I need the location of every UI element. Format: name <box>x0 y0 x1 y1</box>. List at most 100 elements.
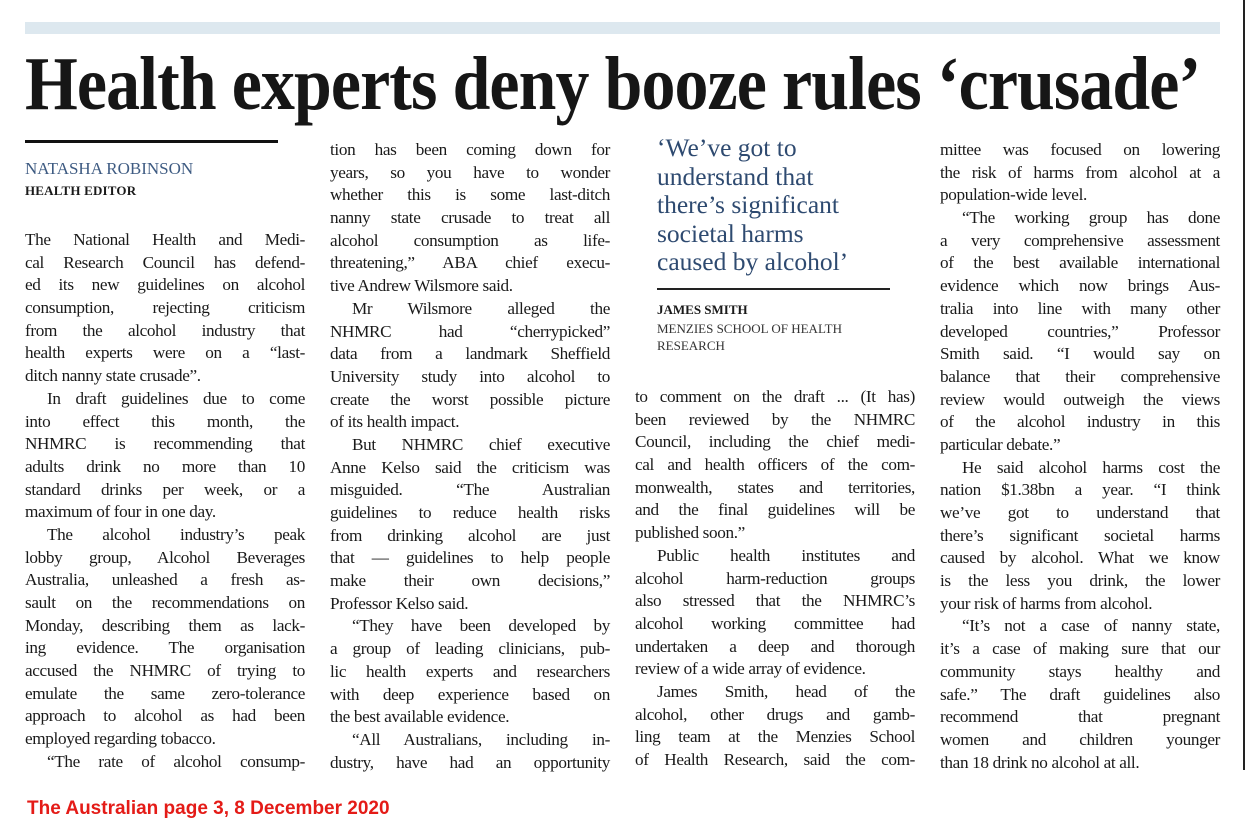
affiliation-line: RESEARCH <box>657 338 725 353</box>
text-line: years, so you have to wonder <box>330 162 610 182</box>
text-line: “The rate of alcohol consump- <box>47 751 305 771</box>
pull-quote-line: ‘We’ve got to <box>657 133 797 162</box>
pull-quote-rule <box>657 288 890 290</box>
text-line: “It’s not a case of nanny state, <box>962 616 1220 636</box>
text-line: nanny state crusade to treat all <box>330 208 610 228</box>
text-line: The National Health and Medi- <box>25 230 305 249</box>
text-line: Smith said. “I would say on <box>940 344 1220 364</box>
text-line: lobby group, Alcohol Beverages <box>25 547 305 567</box>
text-line: mittee was focused on lowering <box>940 140 1220 159</box>
text-line: consumption, rejecting criticism <box>25 298 305 318</box>
text-line: whether this is some last-ditch <box>330 185 610 205</box>
text-line: your risk of harms from alcohol. <box>940 593 1153 613</box>
text-line: alcohol harm-reduction groups <box>635 568 915 588</box>
text-line: Monday, describing them as lack- <box>25 615 305 635</box>
text-line: monwealth, states and territories, <box>635 477 915 497</box>
text-line: tralia into line with many other <box>940 298 1220 318</box>
paragraph: Public health institutes and alcohol harm… <box>635 545 915 681</box>
paragraph: “The working group has done a very compre… <box>940 207 1220 457</box>
text-line: of its health impact. <box>330 412 460 432</box>
top-color-bar <box>25 22 1220 34</box>
text-line: of Health Research, said the com- <box>635 750 915 769</box>
text-line: Anne Kelso said the criticism was <box>330 457 610 477</box>
text-line: Mr Wilsmore alleged the <box>352 298 610 318</box>
text-line: “They have been developed by <box>352 616 610 636</box>
byline-name: NATASHA ROBINSON <box>25 159 194 178</box>
text-line: sault on the recommendations on <box>25 593 305 612</box>
text-line: particular debate.” <box>940 434 1061 454</box>
text-line: balance that their comprehensive <box>940 366 1220 386</box>
paragraph: The alcohol industry’s peak lobby group, … <box>25 524 305 751</box>
pull-quote-line: understand that <box>657 161 814 191</box>
affiliation-line: MENZIES SCHOOL OF HEALTH <box>657 321 843 336</box>
text-line: misguided. “The Australian <box>330 480 610 500</box>
text-line: Professor Kelso said. <box>330 593 469 613</box>
text-line: been reviewed by the NHMRC <box>635 409 915 429</box>
text-line: Public health institutes and <box>657 545 915 565</box>
text-line: nation $1.38bn a year. “I think <box>940 480 1220 500</box>
text-line: ing evidence. The organisation <box>25 638 305 658</box>
text-line: into effect this month, the <box>25 411 305 431</box>
paragraph: The National Health and Medi-cal Researc… <box>25 229 305 388</box>
paragraph: “It’s not a case of nanny state, it’s a c… <box>940 615 1220 774</box>
text-line: Australia, unleashed a fresh as- <box>25 570 305 590</box>
text-line: standard drinks per week, or a <box>25 479 305 499</box>
text-line: review would outweigh the views <box>940 389 1220 409</box>
paragraph: “They have been developed by a group of l… <box>330 615 610 728</box>
text-line: James Smith, head of the <box>657 681 915 701</box>
text-line: alcohol, other drugs and gamb- <box>635 704 915 724</box>
byline-role: HEALTH EDITOR <box>25 183 137 198</box>
text-line: threatening,” ABA chief execu- <box>330 253 610 273</box>
text-line: a group of leading clinicians, pub- <box>330 639 610 659</box>
text-line: make their own decisions,” <box>330 571 610 591</box>
paragraph: James Smith, head of the alcohol, other d… <box>635 681 915 772</box>
text-line: University study into alcohol to <box>330 366 610 386</box>
pull-quote-line: societal harms <box>657 218 804 248</box>
text-line: tion has been coming down for <box>330 140 610 159</box>
text-line: the best available evidence. <box>330 707 510 727</box>
text-line: But NHMRC chief executive <box>352 434 610 454</box>
page-edge-rule <box>1243 0 1245 770</box>
text-line: recommend that pregnant <box>940 707 1220 727</box>
text-line: it’s a case of making sure that our <box>940 639 1220 659</box>
paragraph: But NHMRC chief executive Anne Kelso said… <box>330 434 610 616</box>
text-line: also stressed that the NHMRC’s <box>635 591 915 611</box>
article-column-2: tion has been coming down for years, so y… <box>330 139 610 774</box>
text-line: “The working group has done <box>962 208 1220 228</box>
text-line: adults drink no more than 10 <box>25 456 305 476</box>
text-line: that — guidelines to help people <box>330 548 610 568</box>
pull-quote-attribution-name: JAMES SMITH <box>657 302 748 317</box>
text-line: accused the NHMRC of trying to <box>25 661 305 681</box>
text-line: from the alcohol industry that <box>25 320 305 340</box>
text-line: tive Andrew Wilsmore said. <box>330 276 513 296</box>
text-line: approach to alcohol as had been <box>25 706 305 726</box>
text-line: Council, including the chief medi- <box>635 432 915 452</box>
text-line: review of a wide array of evidence. <box>635 659 866 679</box>
text-line: developed countries,” Professor <box>940 321 1220 341</box>
text-line: ling team at the Menzies School <box>635 727 915 747</box>
article-column-1: The National Health and Medi-cal Researc… <box>25 229 305 774</box>
text-line: “All Australians, including in- <box>352 729 610 749</box>
article-column-4: mittee was focused on lowering the risk o… <box>940 139 1220 774</box>
text-line: emulate the same zero-tolerance <box>25 683 305 703</box>
text-line: caused by alcohol. What we know <box>940 548 1220 568</box>
text-line: guidelines to reduce health risks <box>330 503 610 522</box>
text-line: from drinking alcohol are just <box>330 525 610 545</box>
text-line: evidence which now brings Aus- <box>940 276 1220 296</box>
text-line: we’ve got to understand that <box>940 503 1220 522</box>
paragraph: mittee was focused on lowering the risk o… <box>940 139 1220 207</box>
text-line: health experts were on a “last- <box>25 343 305 363</box>
text-line: dustry, have had an opportunity <box>330 752 610 772</box>
text-line: ditch nanny state crusade”. <box>25 366 201 386</box>
text-line: create the worst possible picture <box>330 389 610 409</box>
text-line: undertaken a deep and thorough <box>635 636 915 656</box>
text-line: a very comprehensive assessment <box>940 230 1220 250</box>
pull-quote-line: caused by alcohol’ <box>657 247 849 276</box>
text-line: cal and health officers of the com- <box>635 455 915 475</box>
text-line: is the less you drink, the lower <box>940 571 1220 591</box>
text-line: NHMRC is recommending that <box>25 434 305 454</box>
paragraph: “All Australians, including in-dustry, h… <box>330 729 610 774</box>
text-line: In draft guidelines due to come <box>47 388 305 408</box>
paragraph: In draft guidelines due to come into effe… <box>25 388 305 524</box>
text-line: there’s significant societal harms <box>940 525 1220 545</box>
